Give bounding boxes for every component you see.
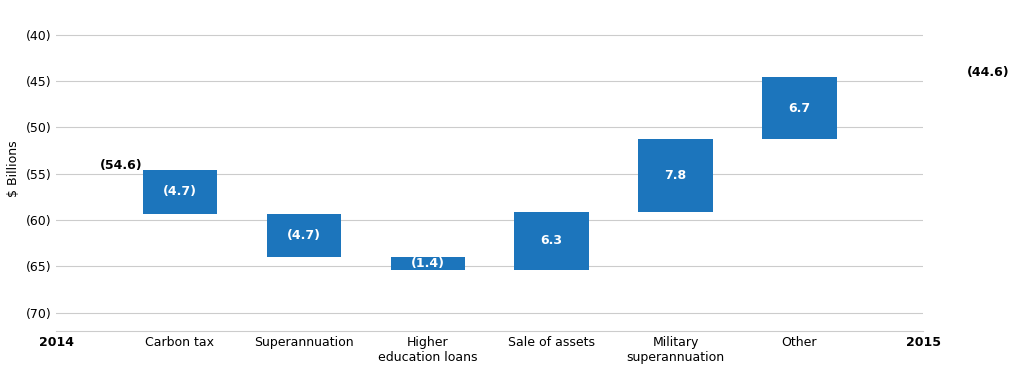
Text: (44.6): (44.6) bbox=[966, 66, 1008, 79]
Bar bbox=[761, 77, 836, 139]
Text: 7.8: 7.8 bbox=[664, 169, 685, 182]
Bar bbox=[267, 214, 341, 257]
Y-axis label: $ Billions: $ Billions bbox=[7, 141, 20, 197]
Text: (4.7): (4.7) bbox=[286, 229, 320, 242]
Bar bbox=[514, 212, 588, 270]
Text: (54.6): (54.6) bbox=[99, 159, 142, 172]
Bar bbox=[390, 257, 464, 270]
Text: (1.4): (1.4) bbox=[410, 257, 444, 270]
Text: 6.3: 6.3 bbox=[540, 234, 562, 247]
Text: 6.7: 6.7 bbox=[788, 102, 810, 115]
Bar bbox=[143, 170, 217, 214]
Text: (4.7): (4.7) bbox=[163, 185, 197, 198]
Bar bbox=[638, 139, 712, 212]
